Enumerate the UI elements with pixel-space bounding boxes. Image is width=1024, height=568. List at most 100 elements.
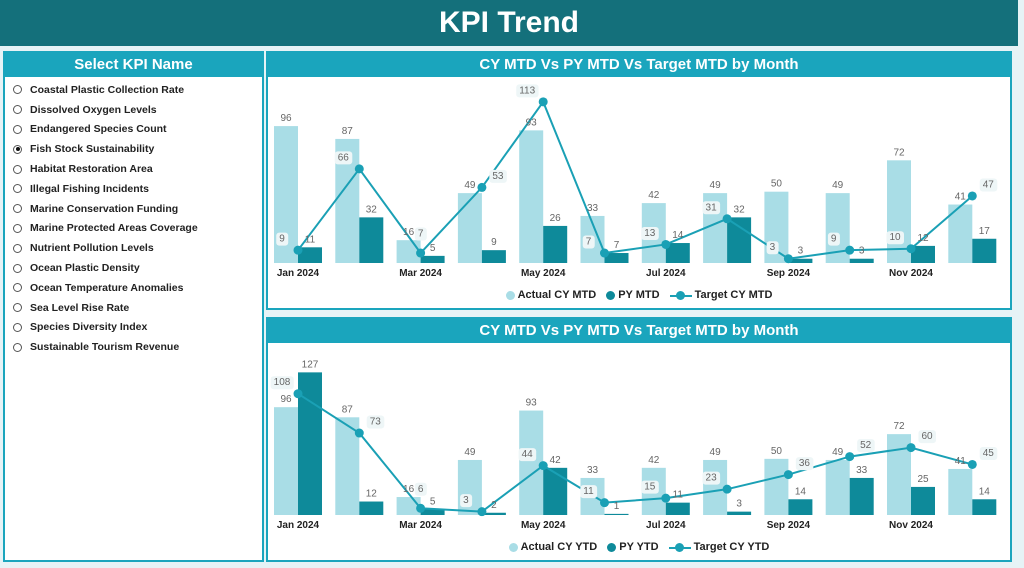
radio-icon[interactable] bbox=[13, 223, 22, 233]
radio-icon[interactable] bbox=[13, 322, 22, 332]
target-data-label: 3 bbox=[770, 242, 776, 253]
py-bar bbox=[359, 501, 384, 515]
kpi-option[interactable]: Fish Stock Sustainability bbox=[13, 139, 254, 159]
radio-icon[interactable] bbox=[13, 303, 22, 313]
py-data-label: 3 bbox=[859, 246, 865, 257]
actual-data-label: 42 bbox=[648, 455, 660, 466]
legend-item[interactable]: PY MTD bbox=[606, 289, 660, 301]
radio-icon[interactable] bbox=[13, 184, 22, 194]
kpi-option[interactable]: Nutrient Pollution Levels bbox=[13, 238, 254, 258]
radio-icon[interactable] bbox=[13, 204, 22, 214]
kpi-option[interactable]: Sea Level Rise Rate bbox=[13, 298, 254, 318]
kpi-option[interactable]: Marine Protected Areas Coverage bbox=[13, 219, 254, 239]
radio-icon[interactable] bbox=[13, 105, 22, 115]
chart-legend: Actual CY MTD PY MTD Target CY MTD bbox=[268, 289, 1010, 301]
actual-bar bbox=[764, 458, 789, 515]
target-label-box bbox=[918, 430, 936, 444]
target-data-label: 9 bbox=[831, 234, 837, 245]
kpi-option[interactable]: Sustainable Tourism Revenue bbox=[13, 337, 254, 357]
legend-item[interactable]: PY YTD bbox=[607, 541, 659, 553]
legend-item[interactable]: Actual CY MTD bbox=[505, 289, 596, 301]
actual-bar bbox=[948, 468, 973, 515]
target-label-box bbox=[582, 235, 595, 249]
legend-item[interactable]: Target CY YTD bbox=[668, 541, 770, 553]
kpi-option[interactable]: Illegal Fishing Incidents bbox=[13, 179, 254, 199]
py-bar bbox=[665, 502, 690, 515]
actual-data-label: 93 bbox=[526, 398, 538, 409]
kpi-option[interactable]: Dissolved Oxygen Levels bbox=[13, 100, 254, 120]
x-tick-label: Mar 2024 bbox=[399, 520, 442, 531]
target-data-label: 108 bbox=[274, 377, 291, 388]
target-label-box bbox=[641, 226, 659, 240]
kpi-option[interactable]: Ocean Plastic Density bbox=[13, 258, 254, 278]
kpi-option[interactable]: Coastal Plastic Collection Rate bbox=[13, 80, 254, 100]
kpi-slicer: Select KPI Name Coastal Plastic Collecti… bbox=[3, 51, 264, 562]
py-data-label: 14 bbox=[672, 230, 684, 241]
py-bar bbox=[543, 225, 568, 263]
target-data-label: 47 bbox=[983, 179, 995, 190]
target-data-label: 7 bbox=[586, 237, 592, 248]
actual-data-label: 50 bbox=[771, 179, 783, 190]
kpi-option[interactable]: Habitat Restoration Area bbox=[13, 159, 254, 179]
actual-data-label: 49 bbox=[464, 180, 476, 191]
x-tick-label: May 2024 bbox=[521, 520, 566, 531]
chart-legend: Actual CY YTD PY YTD Target CY YTD bbox=[268, 541, 1010, 553]
py-data-label: 3 bbox=[798, 246, 804, 257]
py-data-label: 17 bbox=[979, 226, 991, 237]
target-label-box bbox=[979, 178, 998, 192]
py-bar bbox=[972, 238, 997, 263]
target-data-label: 7 bbox=[418, 229, 424, 240]
radio-icon[interactable] bbox=[13, 85, 22, 95]
radio-icon[interactable] bbox=[13, 263, 22, 273]
legend-line-icon bbox=[669, 290, 692, 300]
target-line bbox=[297, 99, 973, 260]
ytd-chart-panel: CY MTD Vs PY MTD Vs Target MTD by Month … bbox=[266, 317, 1012, 562]
target-data-label: 53 bbox=[492, 171, 504, 182]
actual-bar bbox=[519, 130, 544, 263]
legend-item[interactable]: Actual CY YTD bbox=[508, 541, 598, 553]
target-label-box bbox=[795, 457, 814, 471]
target-label-box bbox=[580, 485, 598, 499]
target-label-box bbox=[414, 482, 427, 496]
target-point bbox=[600, 498, 609, 508]
kpi-option[interactable]: Species Diversity Index bbox=[13, 318, 254, 338]
actual-data-label: 16 bbox=[403, 227, 415, 238]
target-label-box bbox=[827, 232, 840, 246]
py-bar bbox=[543, 467, 568, 515]
x-tick-label: Nov 2024 bbox=[889, 268, 933, 279]
target-data-label: 44 bbox=[522, 449, 534, 460]
kpi-option[interactable]: Ocean Temperature Anomalies bbox=[13, 278, 254, 298]
legend-label: Target CY MTD bbox=[694, 289, 773, 301]
py-data-label: 3 bbox=[736, 499, 742, 510]
target-point bbox=[845, 452, 855, 462]
x-tick-label: Nov 2024 bbox=[889, 520, 933, 531]
chart-title: CY MTD Vs PY MTD Vs Target MTD by Month bbox=[268, 53, 1010, 77]
kpi-option[interactable]: Marine Conservation Funding bbox=[13, 199, 254, 219]
py-bar bbox=[481, 250, 506, 263]
target-label-box bbox=[516, 84, 539, 98]
py-bar bbox=[420, 509, 445, 515]
radio-icon[interactable] bbox=[13, 124, 22, 134]
target-label-box bbox=[334, 151, 353, 165]
py-data-label: 9 bbox=[491, 237, 497, 248]
legend-item[interactable]: Target CY MTD bbox=[669, 289, 773, 301]
kpi-option-label: Illegal Fishing Incidents bbox=[30, 182, 150, 195]
py-bar bbox=[727, 217, 752, 263]
py-data-label: 5 bbox=[430, 496, 436, 507]
radio-icon[interactable] bbox=[13, 164, 22, 174]
slicer-title: Select KPI Name bbox=[5, 53, 262, 77]
legend-label: Target CY YTD bbox=[693, 541, 770, 553]
py-data-label: 5 bbox=[430, 243, 436, 254]
x-tick-label: Jul 2024 bbox=[646, 268, 686, 279]
radio-icon[interactable] bbox=[13, 283, 22, 293]
radio-icon[interactable] bbox=[13, 243, 22, 253]
kpi-option[interactable]: Endangered Species Count bbox=[13, 120, 254, 140]
kpi-option-label: Endangered Species Count bbox=[30, 123, 167, 136]
actual-bar bbox=[457, 193, 482, 263]
legend-label: Actual CY YTD bbox=[520, 541, 598, 553]
radio-icon[interactable] bbox=[13, 342, 22, 352]
radio-icon[interactable] bbox=[13, 144, 22, 154]
actual-data-label: 41 bbox=[955, 192, 967, 203]
